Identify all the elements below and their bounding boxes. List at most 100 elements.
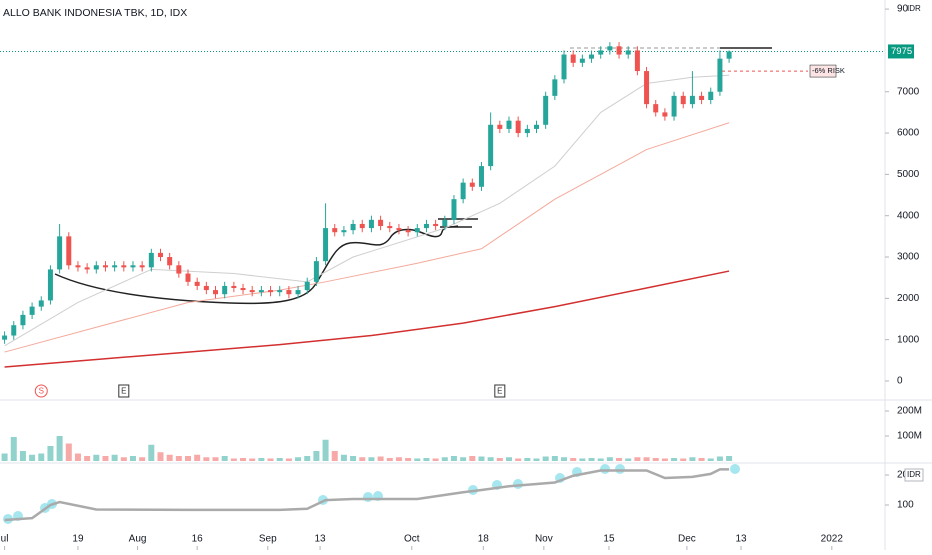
candle-body — [442, 219, 448, 227]
currency-label: IDR — [907, 470, 921, 479]
volume-bar — [588, 458, 595, 461]
volume-bar — [212, 457, 219, 461]
candle-body — [396, 228, 402, 231]
y-tick-label: 4000 — [897, 210, 920, 221]
volume-bar — [689, 457, 696, 461]
candle-body — [167, 257, 173, 266]
volume-bar — [524, 458, 531, 461]
risk-tag — [809, 64, 837, 78]
candle-body — [589, 54, 595, 59]
candle-body — [341, 230, 347, 233]
x-tick-label: 16 — [192, 534, 204, 545]
volume-bar — [313, 451, 320, 461]
candle-body — [515, 120, 521, 134]
volume-bar — [322, 439, 329, 461]
volume-bar — [249, 458, 256, 461]
volume-bar — [386, 458, 393, 461]
indicator-tick-label: 100 — [897, 500, 914, 511]
volume-bar — [395, 457, 402, 461]
candle-body — [240, 288, 246, 291]
candle-body — [653, 104, 659, 113]
volume-bar — [671, 458, 678, 461]
x-tick-label: Sep — [259, 534, 277, 545]
candle-body — [47, 269, 53, 301]
x-tick-label: 13 — [735, 534, 747, 545]
candle-body — [75, 265, 81, 268]
x-tick-label: 2022 — [821, 534, 844, 545]
volume-bar — [267, 458, 274, 461]
volume-bar — [19, 451, 26, 461]
volume-bar — [340, 454, 347, 461]
volume-bar — [102, 456, 109, 461]
volume-bar — [38, 453, 45, 461]
volume-bar — [469, 456, 476, 461]
volume-tick-label: 200M — [897, 406, 922, 417]
volume-bar — [441, 457, 448, 461]
candle-body — [249, 290, 255, 293]
candle-body — [185, 273, 191, 282]
volume-bar — [203, 457, 210, 461]
candle-body — [662, 112, 668, 117]
event-label: S — [39, 387, 44, 396]
volume-bar — [129, 456, 136, 461]
highlight — [730, 464, 740, 474]
volume-bar — [285, 458, 292, 461]
volume-bar — [570, 458, 577, 461]
moving-average — [4, 122, 730, 353]
volume-bar — [597, 458, 604, 461]
candle-body — [534, 124, 540, 129]
candle-body — [460, 182, 466, 200]
volume-bar — [240, 458, 247, 461]
candle-body — [29, 306, 35, 315]
volume-bar — [487, 457, 494, 461]
candle-body — [570, 54, 576, 63]
candle-body — [213, 290, 219, 295]
candle-body — [2, 335, 8, 340]
candle-body — [543, 95, 549, 125]
volume-bar — [643, 457, 650, 461]
event-badge — [494, 384, 506, 398]
volume-bar — [139, 457, 146, 461]
volume-bar — [258, 458, 265, 461]
candle-body — [38, 300, 44, 307]
candle-body — [121, 265, 127, 268]
candle-body — [405, 230, 411, 233]
volume-bar — [423, 458, 430, 461]
candle-body — [506, 120, 512, 129]
volume-bar — [432, 458, 439, 461]
volume-bar — [625, 458, 632, 461]
volume-bar — [561, 457, 568, 461]
volume-bar — [579, 458, 586, 461]
volume-bar — [185, 456, 192, 461]
candle-body — [304, 281, 310, 291]
volume-bar — [377, 456, 384, 461]
volume-bar — [716, 456, 723, 461]
event-badge — [118, 384, 130, 398]
candle-body — [579, 58, 585, 63]
volume-tick-label: 100M — [897, 431, 922, 442]
volume-bar — [74, 453, 81, 461]
candle-body — [194, 281, 200, 286]
candle-body — [451, 199, 457, 220]
x-tick-label: 15 — [603, 534, 615, 545]
volume-bar — [551, 456, 558, 461]
candle-body — [139, 265, 145, 268]
volume-bar — [634, 457, 641, 461]
candle-body — [644, 71, 650, 105]
last-price-tag — [888, 44, 914, 59]
highlight — [615, 464, 625, 474]
candle-body — [726, 51, 732, 59]
candle-body — [598, 50, 604, 55]
risk-label: -6% RISK — [812, 66, 845, 75]
candle-body — [231, 285, 237, 289]
candle-body — [680, 95, 686, 105]
candle-body — [11, 325, 17, 336]
candle-body — [203, 285, 209, 291]
candle-body — [20, 314, 26, 326]
candle-body — [368, 219, 374, 229]
candle-body — [313, 261, 319, 282]
candle-body — [607, 46, 613, 51]
volume-bar — [368, 457, 375, 461]
candle-body — [488, 124, 494, 167]
